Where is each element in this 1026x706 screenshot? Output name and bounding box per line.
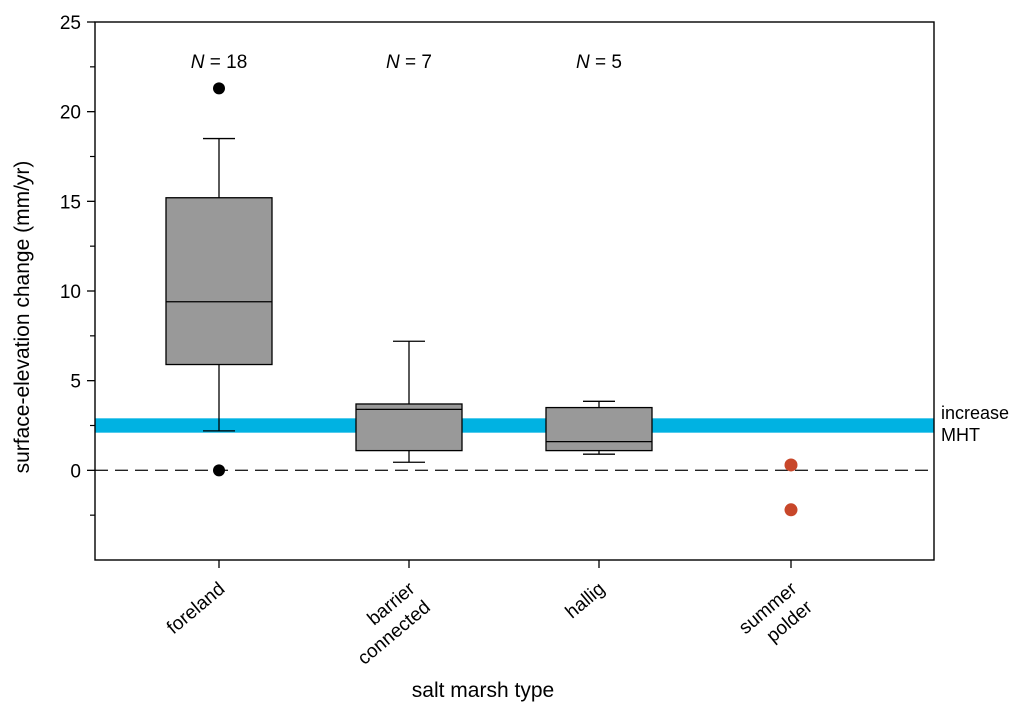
box (355, 403, 463, 452)
outlier-point (213, 464, 225, 477)
category-label: hallig (562, 578, 609, 623)
y-tick-label: 5 (70, 372, 81, 393)
n-label: N = 18 (191, 52, 248, 73)
n-label-value: 18 (226, 52, 247, 73)
box (545, 406, 653, 452)
box (165, 197, 273, 366)
category-label: foreland (163, 578, 229, 638)
outlier-point (213, 82, 225, 95)
band-label-line: MHT (941, 425, 980, 445)
y-axis-title: surface-elevation change (mm/yr) (11, 161, 34, 474)
data-point (784, 458, 798, 472)
n-label: N = 7 (386, 52, 432, 73)
category-label-line: foreland (163, 578, 229, 638)
n-label-value: 7 (421, 52, 432, 73)
y-tick-label: 20 (60, 103, 81, 124)
y-tick-label: 25 (60, 13, 81, 34)
y-tick-label: 10 (60, 282, 81, 303)
mht-band (95, 418, 934, 433)
n-label: N = 5 (576, 52, 622, 73)
y-tick-label: 0 (70, 461, 81, 482)
x-axis-title: salt marsh type (412, 679, 554, 702)
n-label-value: 5 (611, 52, 622, 73)
band-label-line: increase (941, 403, 1009, 423)
category-label-line: hallig (562, 578, 609, 623)
y-tick-label: 15 (60, 192, 81, 213)
data-point (784, 503, 798, 517)
